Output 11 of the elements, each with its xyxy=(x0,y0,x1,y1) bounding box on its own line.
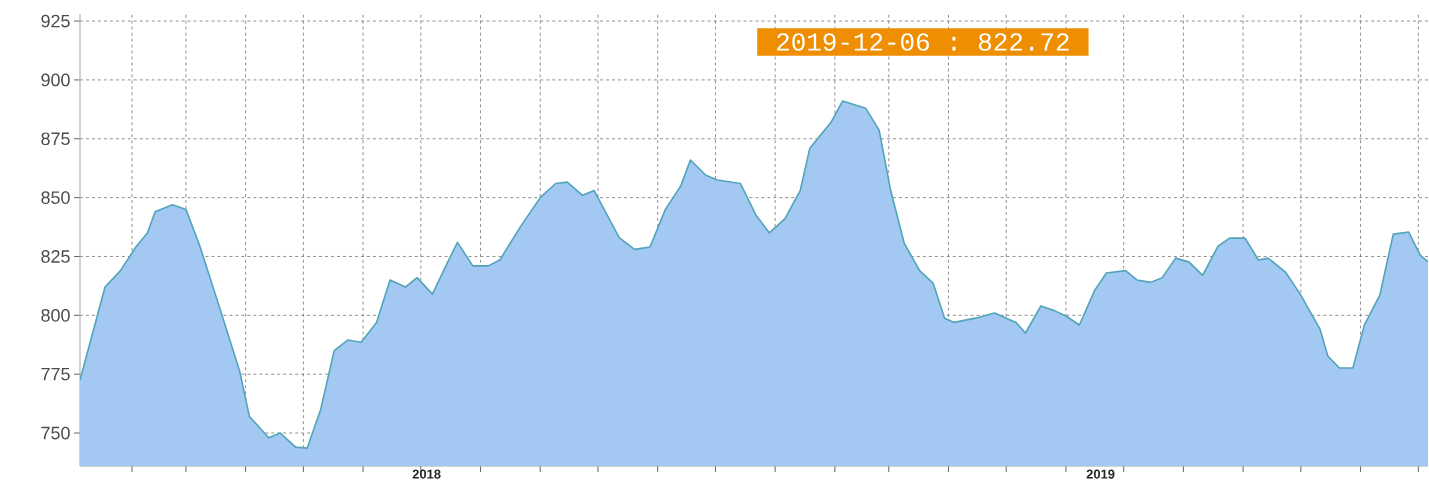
y-tick-label: 850 xyxy=(41,191,70,204)
x-tick-label: 2018 xyxy=(412,469,441,479)
x-tick-label: 2019 xyxy=(1086,469,1115,479)
annotation: 2019-12-06 : 822.72 xyxy=(777,33,1069,51)
y-tick-label: 800 xyxy=(41,308,70,322)
y-tick-label: 775 xyxy=(41,367,70,381)
y-tick-label: 925 xyxy=(41,14,70,28)
y-tick-label: 875 xyxy=(41,132,70,146)
y-tick-label: 900 xyxy=(41,73,70,87)
y-tick-label: 750 xyxy=(41,426,70,440)
y-tick-label: 825 xyxy=(41,250,70,263)
